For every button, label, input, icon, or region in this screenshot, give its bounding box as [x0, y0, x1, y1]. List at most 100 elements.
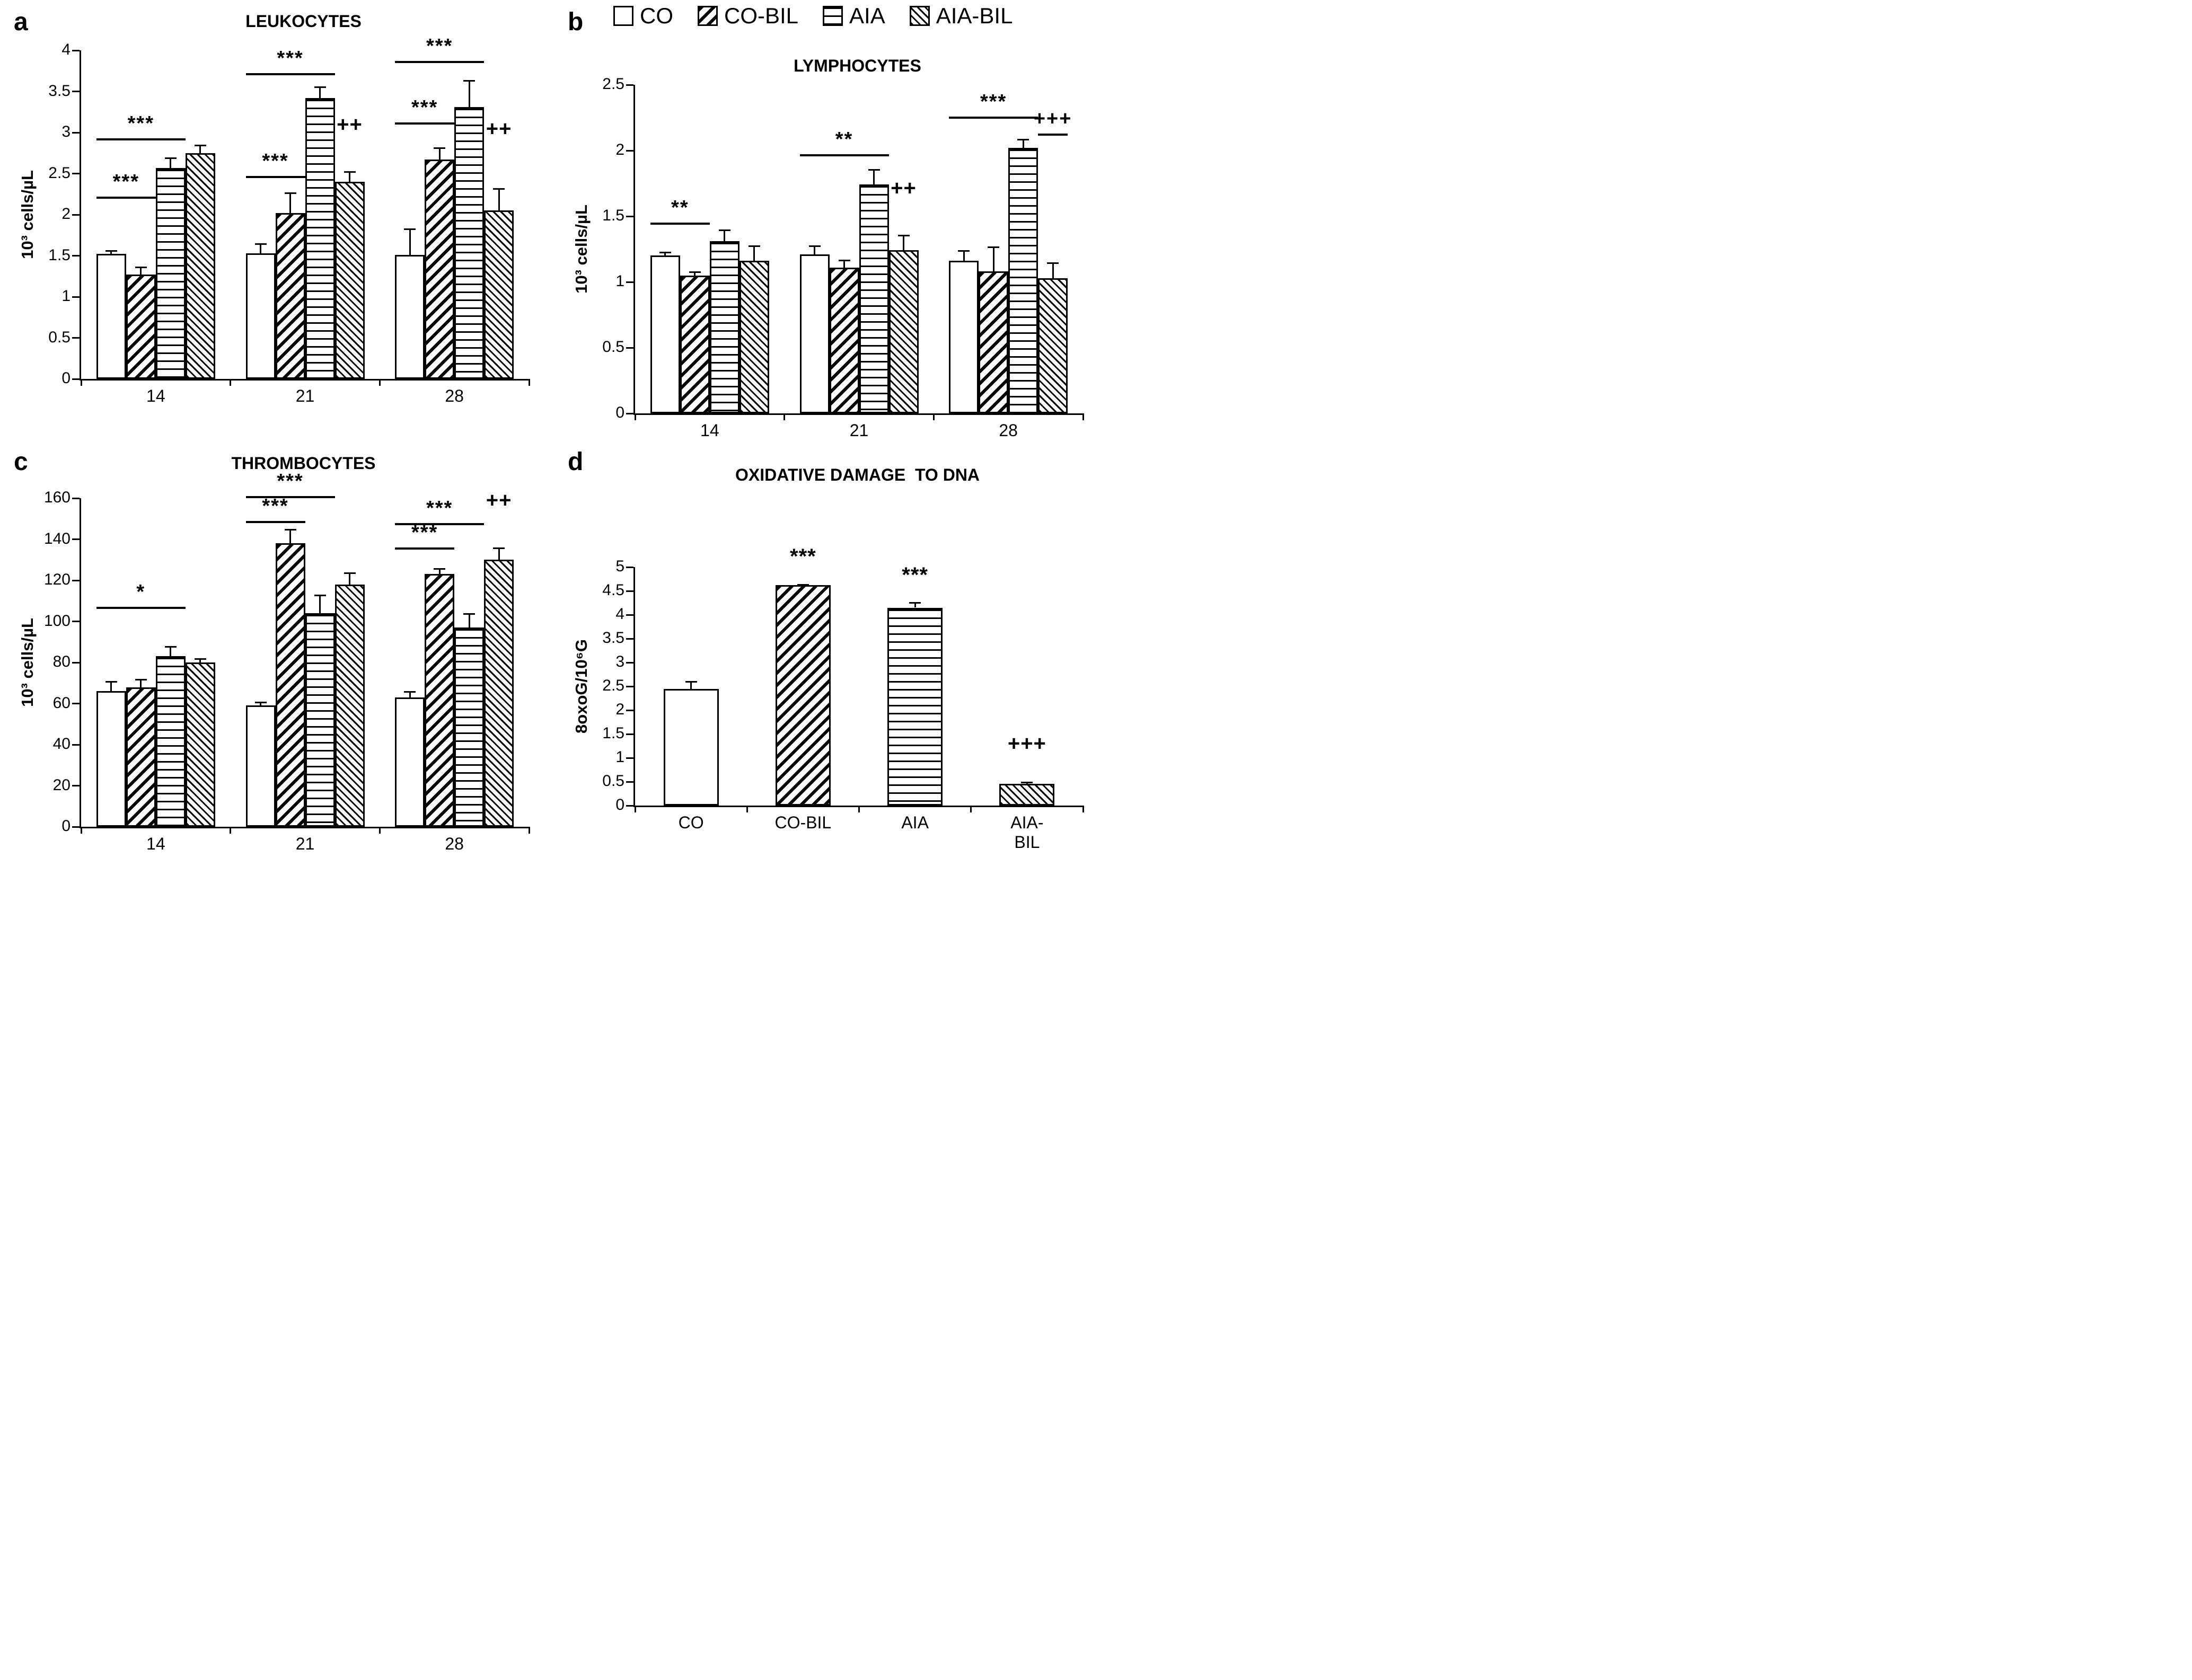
- error-bar: [260, 243, 261, 253]
- significance-line: [799, 154, 889, 157]
- y-axis-tick-label: 0.5: [602, 772, 624, 790]
- y-axis-tick-label: 1: [61, 287, 71, 305]
- x-axis-category-label: AIA-BIL: [1010, 813, 1044, 852]
- error-bar: [110, 250, 112, 254]
- plot-area: 0 0.5 1 1.5 2 2.5 3 3.5 4 4.5 5 CO CO-BIL AIA AIA-BIL *…: [602, 545, 1084, 852]
- bar-28-AIA-BIL: [1038, 278, 1068, 413]
- panel-lymphocytes: b CO CO-BIL AIA AIA-BIL LYMPHOCYTES 10³ …: [554, 0, 1108, 440]
- panel-letter-a: a: [14, 8, 28, 36]
- error-bar-cap: [463, 613, 476, 615]
- significance-marker: ***: [411, 96, 438, 119]
- bar-21-CO: [799, 254, 830, 413]
- error-bar-cap: [164, 646, 177, 648]
- error-bar: [468, 79, 470, 107]
- y-axis-tick: [626, 757, 633, 759]
- legend-swatch-aia-bil: [909, 6, 930, 26]
- y-axis-tick-label: 140: [43, 529, 71, 547]
- y-axis-tick: [626, 638, 633, 640]
- error-bar-cap: [1047, 262, 1059, 264]
- error-bar: [140, 266, 142, 275]
- bar-14-AIA: [155, 656, 186, 827]
- panel-letter-d: d: [568, 448, 584, 476]
- error-bar: [438, 147, 441, 160]
- error-bar: [963, 250, 965, 261]
- y-axis-tick: [72, 255, 80, 257]
- y-axis-tick-label: 0: [615, 404, 624, 421]
- error-bar: [319, 86, 321, 98]
- x-axis-tick: [528, 379, 530, 386]
- error-bar-cap: [254, 701, 267, 703]
- y-axis-tick-label: 4: [615, 605, 624, 623]
- x-axis-category-label: 21: [849, 421, 869, 440]
- x-axis-tick: [378, 827, 381, 834]
- y-axis-tick-label: 2.5: [48, 164, 71, 182]
- error-bar-cap: [314, 86, 326, 89]
- y-axis-tick: [72, 91, 80, 92]
- bar-14-AIA-BIL: [185, 153, 215, 379]
- bar-28-CO: [949, 261, 979, 413]
- legend-label-co-bil: CO-BIL: [724, 3, 799, 28]
- y-axis-tick-label: 0.5: [48, 328, 71, 346]
- bar-21-CO-BIL: [275, 543, 305, 827]
- error-bar: [814, 245, 815, 254]
- x-axis-tick: [1082, 413, 1084, 420]
- significance-marker: ***: [426, 35, 453, 58]
- error-bar-cap: [135, 266, 147, 268]
- error-bar-cap: [748, 245, 760, 247]
- error-bar: [724, 229, 726, 242]
- x-axis-category-label: 21: [295, 834, 315, 853]
- significance-marker: ++: [486, 117, 512, 140]
- significance-marker: +++: [1007, 731, 1046, 755]
- bar-14-AIA-BIL: [185, 662, 215, 827]
- significance-marker: ++: [486, 489, 512, 512]
- error-bar-cap: [463, 79, 476, 82]
- error-bar-cap: [194, 658, 206, 660]
- y-axis-tick-label: 120: [43, 571, 71, 588]
- error-bar: [289, 529, 291, 544]
- error-bar-cap: [434, 147, 446, 149]
- x-axis-tick: [230, 379, 232, 386]
- error-bar-cap: [718, 229, 730, 231]
- error-bar-cap: [689, 271, 701, 273]
- legend-item-aia: AIA: [823, 3, 885, 29]
- y-axis-tick: [72, 131, 80, 134]
- bar-21-CO-BIL: [275, 213, 305, 379]
- x-axis-tick: [1082, 806, 1084, 812]
- y-axis-tick: [626, 566, 633, 568]
- x-axis-tick: [932, 413, 935, 420]
- bar-21-AIA: [305, 98, 335, 379]
- bar-21-AIA-BIL: [888, 250, 919, 413]
- y-axis-tick-label: 2.5: [602, 75, 624, 93]
- y-axis-tick: [72, 703, 80, 704]
- error-bar: [843, 259, 845, 268]
- error-bar: [140, 679, 142, 687]
- significance-line: [96, 196, 156, 199]
- x-axis-category-label: 28: [445, 834, 464, 853]
- bar-CO-8oxoG: [663, 689, 719, 806]
- y-axis-tick: [72, 538, 80, 540]
- significance-marker: ***: [411, 521, 438, 544]
- legend-label-aia-bil: AIA-BIL: [936, 3, 1013, 28]
- significance-marker: ***: [127, 112, 155, 135]
- bar-14-AIA: [709, 241, 740, 413]
- error-bar-cap: [659, 251, 671, 253]
- x-axis-tick: [80, 827, 82, 834]
- y-axis-tick: [626, 685, 633, 687]
- significance-marker: ***: [277, 47, 304, 70]
- y-axis-tick-label: 1: [615, 748, 624, 766]
- error-bar-cap: [254, 243, 267, 245]
- bar-28-AIA: [1008, 148, 1038, 413]
- significance-marker: +++: [1033, 107, 1072, 130]
- significance-line: [1038, 133, 1068, 136]
- error-bar: [289, 192, 291, 213]
- y-axis-tick: [626, 281, 633, 283]
- significance-marker: **: [835, 128, 853, 151]
- significance-marker: **: [671, 197, 689, 219]
- error-bar: [110, 680, 112, 692]
- bar-28-CO-BIL: [425, 160, 455, 379]
- error-bar: [1052, 262, 1054, 278]
- significance-marker: ***: [790, 544, 816, 568]
- bar-AIA-8oxoG: [887, 607, 943, 806]
- x-axis-tick: [528, 827, 530, 834]
- legend: CO CO-BIL AIA AIA-BIL: [613, 3, 1013, 29]
